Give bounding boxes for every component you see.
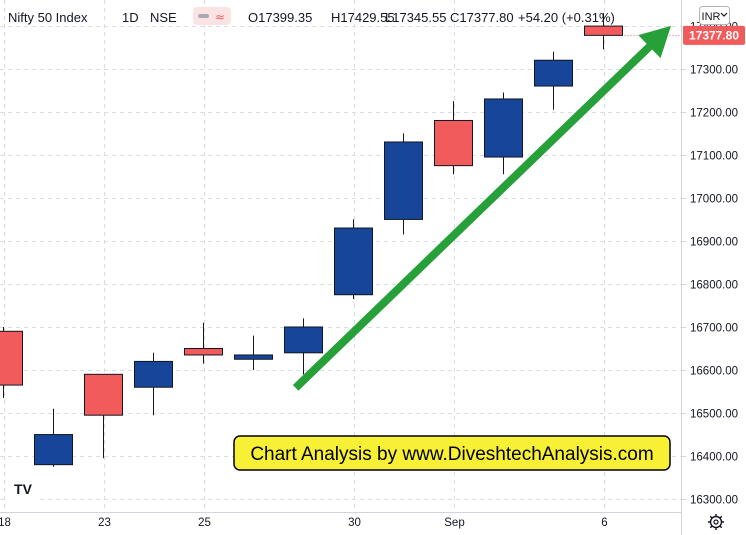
candle-body	[584, 25, 623, 36]
x-tick-label: 23	[98, 517, 111, 529]
y-tick-label: 16800.00	[690, 280, 738, 292]
candle[interactable]	[134, 352, 173, 416]
open-value: O17399.35	[248, 10, 312, 25]
y-tick-label: 16300.00	[690, 495, 738, 507]
candle-body	[484, 98, 523, 158]
candle-body	[34, 434, 73, 466]
interval-label[interactable]: 1D	[122, 10, 139, 25]
candle[interactable]	[434, 101, 473, 175]
candle-body	[434, 119, 473, 167]
candle[interactable]	[84, 373, 123, 459]
approx-icon: ≈	[215, 10, 225, 24]
candle[interactable]	[0, 326, 23, 398]
arrow-head	[638, 25, 671, 59]
y-tick-label: 16600.00	[690, 366, 738, 378]
x-tick-label: 30	[348, 517, 361, 529]
price-axis[interactable]: 16300.00 16400.00 16500.00 16600.00 16700.00…	[681, 22, 738, 507]
arrow-shaft	[292, 40, 656, 391]
candle-body	[0, 330, 23, 386]
y-tick-label: 17100.00	[690, 151, 738, 163]
banner-background	[233, 435, 671, 471]
x-tick-label: 6	[601, 517, 607, 529]
gear-icon[interactable]	[708, 514, 724, 530]
y-tick-label: 16700.00	[690, 323, 738, 335]
candle[interactable]	[284, 318, 323, 375]
low-value: L17345.55	[385, 10, 446, 25]
time-axis[interactable]: 18 23 25 30 Sep 6	[0, 517, 608, 529]
candle[interactable]	[584, 13, 623, 50]
indicator-toggle[interactable]	[193, 7, 231, 25]
annotation-banner: Chart Analysis by www.DiveshtechAnalysis…	[233, 435, 671, 471]
y-tick-label: 16900.00	[690, 237, 738, 249]
y-tick-label: 16500.00	[690, 409, 738, 421]
candle[interactable]	[234, 335, 273, 371]
candles	[0, 13, 623, 467]
tradingview-logo[interactable]: TV	[6, 474, 40, 502]
chevron-down-icon	[720, 12, 728, 17]
y-tick-label: 17200.00	[690, 108, 738, 120]
logo-background	[6, 474, 40, 502]
currency-label: INR	[702, 11, 721, 23]
symbol-title[interactable]: Nifty 50 Index	[8, 10, 88, 25]
high-value: H17429.55	[331, 10, 395, 25]
candle-body	[534, 59, 573, 87]
candle-body	[334, 227, 373, 296]
x-tick-label: 18	[0, 517, 11, 529]
y-tick-label: 17300.00	[690, 65, 738, 77]
last-price-background	[683, 25, 745, 45]
candle-body	[84, 373, 123, 416]
candle[interactable]	[484, 92, 523, 175]
close-value: C17377.80	[450, 10, 514, 25]
y-tick-label: 16400.00	[690, 452, 738, 464]
candle-body	[284, 326, 323, 354]
currency-button-frame[interactable]	[699, 6, 730, 25]
chart-legend: Nifty 50 Index 1D NSE ≈ O17399.35 H17429…	[8, 7, 615, 25]
minus-icon	[198, 14, 209, 18]
last-price-label: 17377.80	[683, 25, 745, 45]
trend-arrow	[292, 25, 671, 391]
exchange-label[interactable]: NSE	[150, 10, 177, 25]
banner-text: Chart Analysis by www.DiveshtechAnalysis…	[250, 444, 653, 465]
candle-body	[384, 141, 423, 220]
candle[interactable]	[384, 133, 423, 235]
logo-mark: TV	[14, 481, 33, 497]
x-tick-label: 25	[198, 517, 211, 529]
currency-button[interactable]: INR	[699, 6, 730, 25]
candle[interactable]	[184, 322, 223, 364]
candle-body	[134, 360, 173, 388]
candle-body	[184, 348, 223, 356]
candle[interactable]	[334, 219, 373, 300]
y-tick-label: 17000.00	[690, 194, 738, 206]
candle[interactable]	[34, 408, 73, 467]
x-tick-label: Sep	[444, 517, 464, 529]
candle-body	[234, 354, 273, 360]
last-price-value: 17377.80	[689, 28, 739, 42]
change-value: +54.20 (+0.31%)	[518, 10, 615, 25]
candle[interactable]	[534, 51, 573, 110]
